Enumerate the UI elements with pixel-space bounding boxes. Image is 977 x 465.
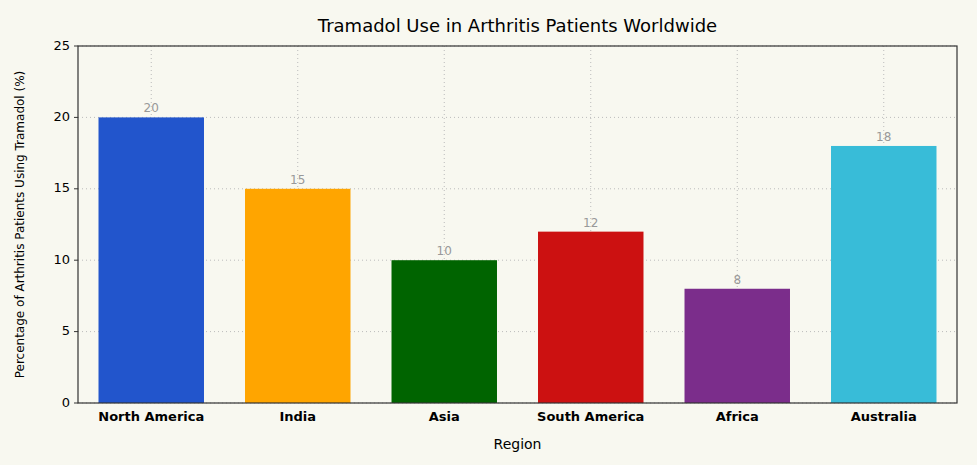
x-tick-label: Africa xyxy=(716,409,759,424)
x-tick-label: Australia xyxy=(851,409,917,424)
x-tick-label: South America xyxy=(537,409,644,424)
data-label: 20 xyxy=(144,101,159,115)
data-labels: 20 15 10 12 8 18 xyxy=(144,101,892,286)
plot-frame xyxy=(78,46,957,403)
title: Tramadol Use in Arthritis Patients World… xyxy=(317,15,717,36)
data-label: 10 xyxy=(437,244,452,258)
y-tick-label: 10 xyxy=(53,252,70,267)
y-tick xyxy=(74,403,78,404)
y-tick xyxy=(74,117,78,118)
bars xyxy=(99,117,937,403)
y-grid-line xyxy=(78,188,957,189)
y-axis-label: Percentage of Arthritis Patients Using T… xyxy=(13,71,27,379)
y-tick-label: 5 xyxy=(62,323,70,338)
y-tick xyxy=(74,46,78,47)
chart-container: 20 15 10 12 8 18 0 5 10 15 20 25 North America India A… xyxy=(0,0,977,465)
data-label: 18 xyxy=(876,130,891,144)
y-tick xyxy=(74,260,78,261)
bar xyxy=(685,289,790,403)
y-grid-line xyxy=(78,117,957,118)
bar xyxy=(392,260,497,403)
y-axis: 0 5 10 15 20 25 xyxy=(53,38,78,410)
y-tick-label: 15 xyxy=(53,180,70,195)
data-label: 15 xyxy=(290,173,305,187)
y-tick-label: 25 xyxy=(53,38,70,53)
y-tick-label: 20 xyxy=(53,109,70,124)
bar xyxy=(538,232,643,403)
x-tick-label: India xyxy=(279,409,316,424)
chart-svg: 20 15 10 12 8 18 0 5 10 15 20 25 North America India A… xyxy=(0,0,977,465)
y-grid-line xyxy=(78,260,957,261)
x-tick-label: North America xyxy=(98,409,204,424)
y-tick-label: 0 xyxy=(62,395,70,410)
data-label: 12 xyxy=(583,216,598,230)
data-label: 8 xyxy=(733,273,741,287)
bar xyxy=(831,146,936,403)
background xyxy=(0,0,977,465)
x-axis-label: Region xyxy=(494,436,542,452)
bar xyxy=(245,189,350,403)
y-tick xyxy=(74,331,78,332)
y-tick xyxy=(74,188,78,189)
grid xyxy=(78,46,957,403)
bar xyxy=(99,117,204,403)
x-tick-label: Asia xyxy=(429,409,460,424)
x-axis: North America India Asia South America Afric… xyxy=(98,409,917,424)
y-grid-line xyxy=(78,331,957,332)
